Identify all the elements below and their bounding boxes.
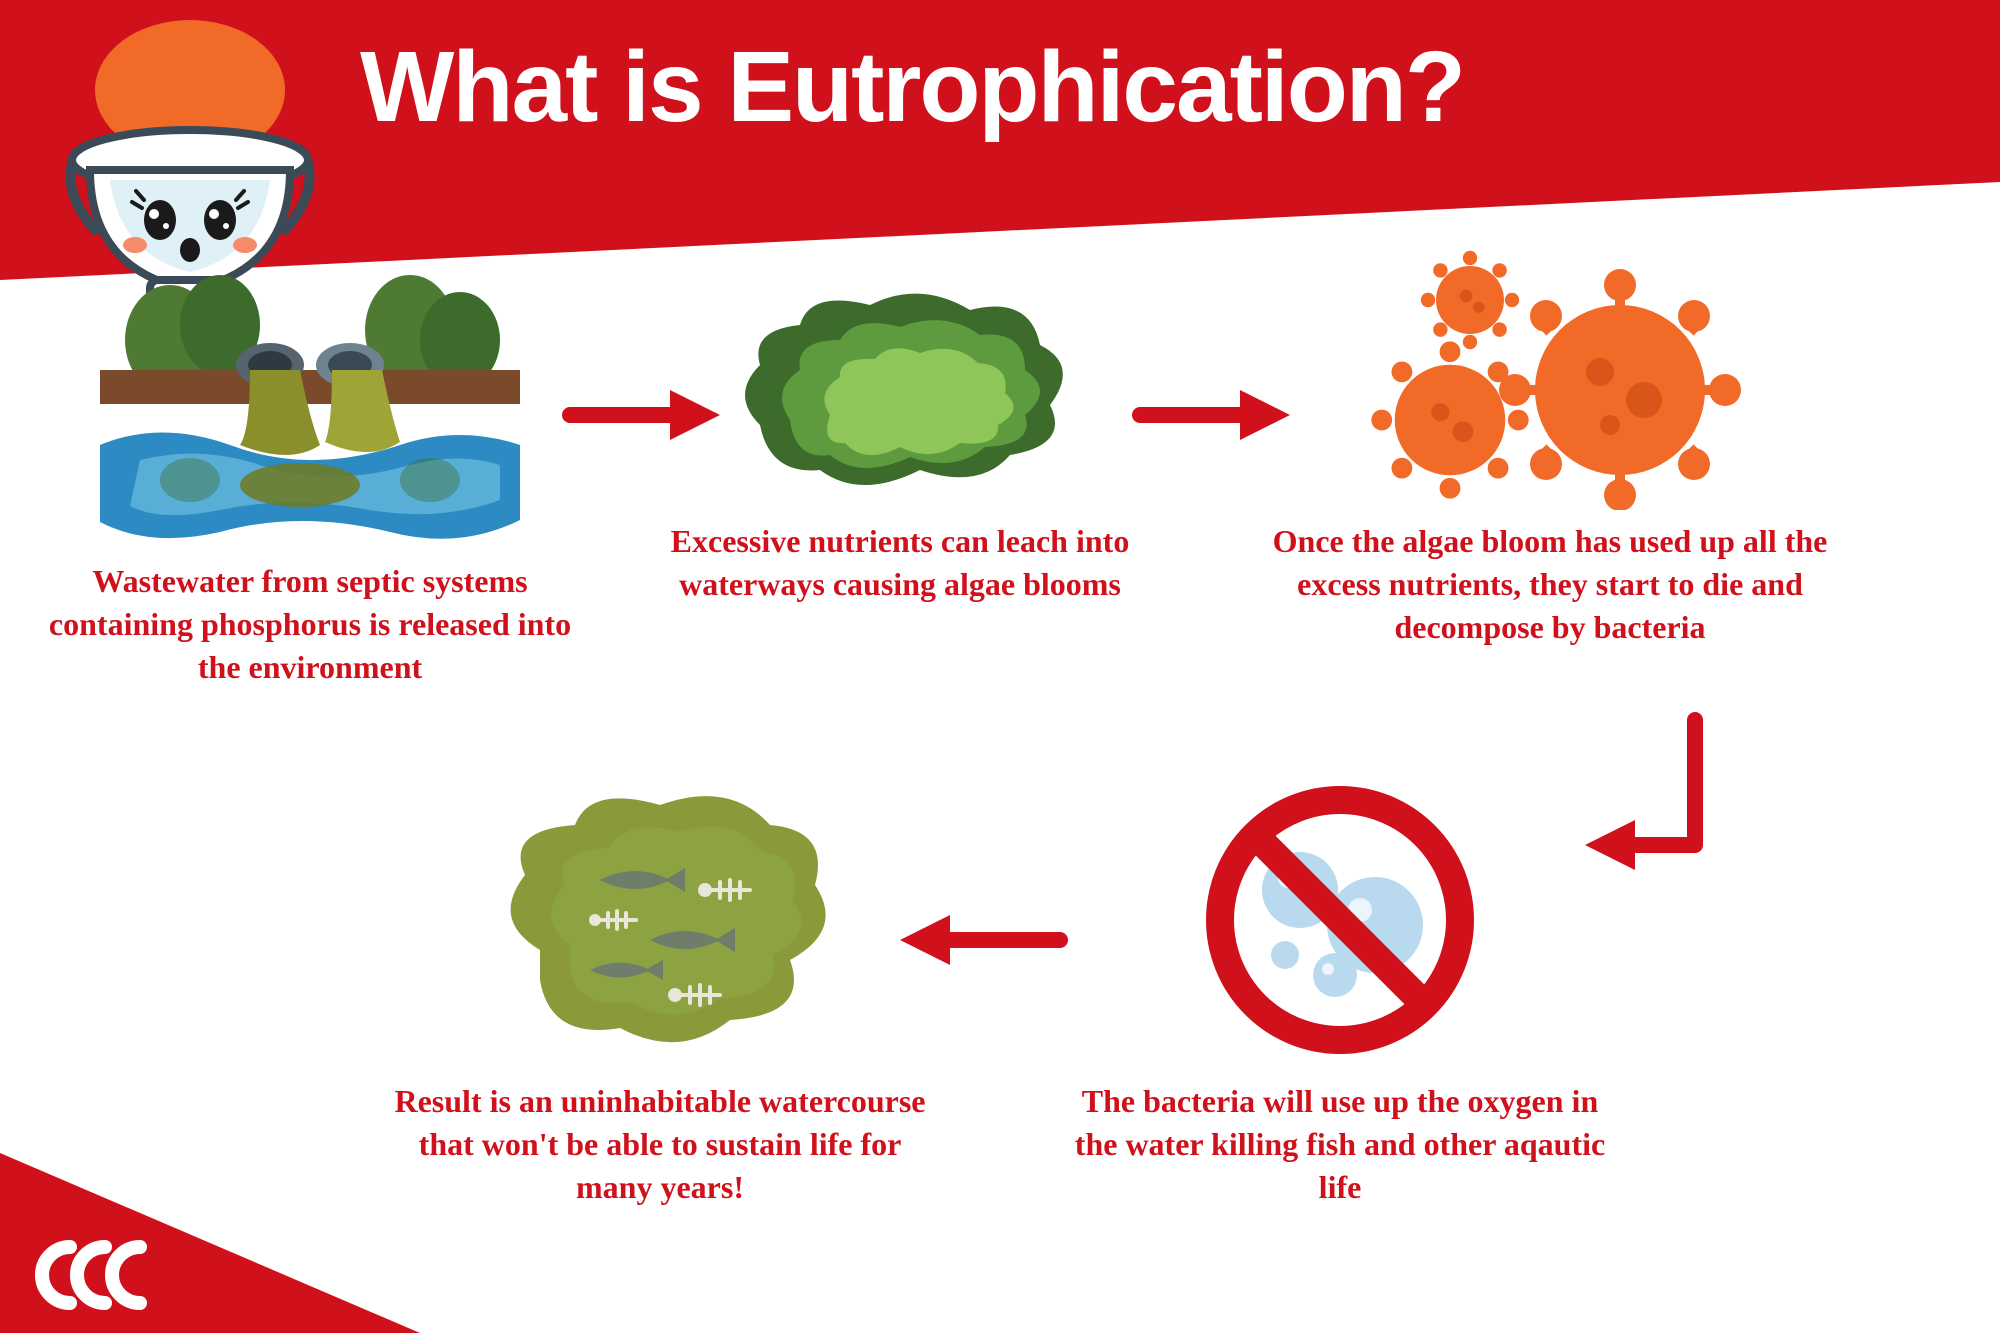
arrow-2-to-3-icon xyxy=(1130,380,1300,455)
arrow-3-to-4-icon xyxy=(1565,710,1735,945)
step-2-caption: Excessive nutrients can leach into water… xyxy=(660,520,1140,606)
arrow-4-to-5-icon xyxy=(880,905,1070,980)
wastewater-icon xyxy=(40,260,580,560)
step-5: Result is an uninhabitable watercourse t… xyxy=(380,760,940,1210)
step-4: The bacteria will use up the oxygen in t… xyxy=(1060,760,1620,1210)
step-3: Once the algae bloom has used up all the… xyxy=(1260,240,1840,650)
step-5-caption: Result is an uninhabitable watercourse t… xyxy=(380,1080,940,1210)
step-4-caption: The bacteria will use up the oxygen in t… xyxy=(1060,1080,1620,1210)
bacteria-icon xyxy=(1260,240,1840,520)
step-1-caption: Wastewater from septic systems containin… xyxy=(40,560,580,690)
algae-icon xyxy=(660,260,1140,520)
no-oxygen-icon xyxy=(1060,760,1620,1080)
arrow-1-to-2-icon xyxy=(560,380,730,455)
step-1: Wastewater from septic systems containin… xyxy=(40,260,580,690)
page-title: What is Eutrophication? xyxy=(360,30,1940,145)
dead-water-icon xyxy=(380,760,940,1080)
logo-icon xyxy=(30,1235,180,1315)
step-3-caption: Once the algae bloom has used up all the… xyxy=(1260,520,1840,650)
step-2: Excessive nutrients can leach into water… xyxy=(660,260,1140,606)
